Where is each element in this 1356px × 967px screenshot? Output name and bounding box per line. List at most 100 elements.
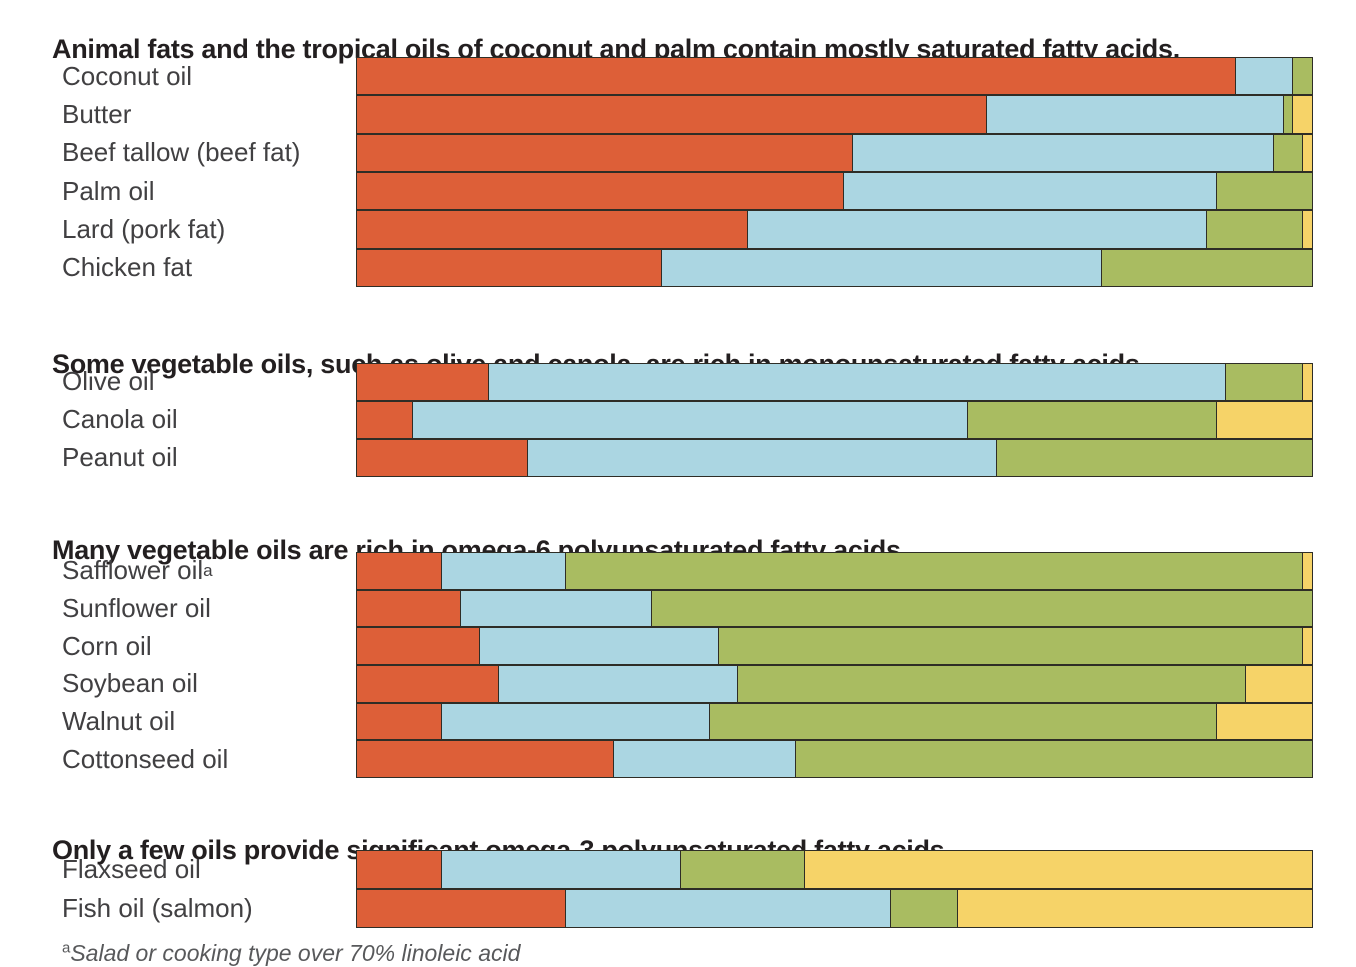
- segment-monounsaturated: [478, 627, 720, 665]
- row-label: Lard (pork fat): [62, 213, 226, 244]
- segment-omega6: [1225, 363, 1304, 401]
- segment-monounsaturated: [498, 665, 739, 703]
- segment-omega3: [1301, 133, 1313, 172]
- segment-omega3: [1301, 363, 1313, 401]
- row-label: Coconut oil: [62, 60, 193, 91]
- bar-row: Beef tallow (beef fat): [0, 133, 1356, 172]
- segment-omega3: [1215, 702, 1313, 741]
- bar-row: Canola oil: [0, 400, 1356, 439]
- segment-omega3: [1301, 552, 1313, 590]
- chart-omega6-oils: Safflower oil a Sunflower oil Corn oil Soybe…: [0, 552, 1356, 778]
- segment-monounsaturated: [852, 133, 1275, 172]
- stacked-bar: [356, 363, 1313, 401]
- segment-omega6: [708, 702, 1218, 741]
- bar-row: Coconut oil: [0, 57, 1356, 96]
- segment-saturated: [356, 210, 749, 249]
- stacked-bar: [356, 400, 1313, 439]
- segment-saturated: [356, 665, 500, 703]
- segment-omega6: [565, 552, 1304, 590]
- row-label: Fish oil (salmon): [62, 893, 253, 923]
- segment-omega3: [1292, 95, 1313, 134]
- segment-omega3: [957, 889, 1313, 928]
- segment-omega6: [651, 589, 1313, 628]
- stacked-bar: [356, 248, 1313, 287]
- bar-row: Peanut oil: [0, 438, 1356, 477]
- segment-saturated: [356, 57, 1237, 96]
- segment-monounsaturated: [565, 889, 892, 928]
- segment-saturated: [356, 172, 845, 211]
- segment-omega3: [1301, 210, 1313, 249]
- segment-omega3: [1301, 627, 1313, 665]
- segment-saturated: [356, 363, 490, 401]
- row-label: Sunflower oil: [62, 592, 211, 623]
- chart-saturated-fats: Coconut oil Butter Beef tallow (beef fat) P…: [0, 57, 1356, 287]
- row-label: Cottonseed oil: [62, 743, 229, 774]
- segment-omega3: [1244, 665, 1313, 703]
- segment-omega6: [966, 400, 1218, 439]
- segment-monounsaturated: [440, 702, 711, 741]
- bar-row: Lard (pork fat): [0, 210, 1356, 249]
- segment-monounsaturated: [488, 363, 1227, 401]
- segment-saturated: [356, 702, 443, 741]
- chart-monounsaturated-oils: Olive oil Canola oil Peanut oil: [0, 363, 1356, 477]
- segment-saturated: [356, 95, 988, 134]
- segment-omega6: [1292, 57, 1313, 96]
- segment-omega6: [995, 438, 1313, 477]
- segment-omega6: [794, 740, 1313, 778]
- stacked-bar: [356, 665, 1313, 703]
- segment-omega3: [1215, 400, 1313, 439]
- segment-saturated: [356, 627, 481, 665]
- row-label: Beef tallow (beef fat): [62, 137, 301, 168]
- stacked-bar: [356, 850, 1313, 889]
- stacked-bar: [356, 627, 1313, 665]
- row-label: Chicken fat: [62, 252, 193, 283]
- stacked-bar: [356, 95, 1313, 134]
- segment-omega6: [890, 889, 959, 928]
- segment-saturated: [356, 400, 414, 439]
- bar-row: Chicken fat: [0, 248, 1356, 287]
- segment-omega6: [1206, 210, 1304, 249]
- segment-saturated: [356, 133, 854, 172]
- segment-monounsaturated: [842, 172, 1218, 211]
- row-label: Safflower oil a: [62, 555, 213, 586]
- segment-omega6: [718, 627, 1304, 665]
- segment-monounsaturated: [986, 95, 1285, 134]
- stacked-bar: [356, 210, 1313, 249]
- row-label: Canola oil: [62, 404, 178, 435]
- segment-omega6: [1215, 172, 1313, 211]
- footnote-text: Salad or cooking type over 70% linoleic …: [70, 940, 521, 966]
- segment-monounsaturated: [526, 438, 998, 477]
- stacked-bar: [356, 172, 1313, 211]
- row-label: Butter: [62, 98, 132, 129]
- segment-saturated: [356, 552, 443, 590]
- segment-saturated: [356, 889, 567, 928]
- row-label: Soybean oil: [62, 668, 198, 699]
- footnote-marker: a: [62, 939, 71, 957]
- segment-saturated: [356, 850, 443, 889]
- stacked-bar: [356, 57, 1313, 96]
- stacked-bar: [356, 438, 1313, 477]
- bar-row: Flaxseed oil: [0, 850, 1356, 889]
- bar-row: Soybean oil: [0, 665, 1356, 703]
- footnote: aSalad or cooking type over 70% linoleic…: [62, 940, 520, 967]
- stacked-bar: [356, 702, 1313, 741]
- segment-saturated: [356, 740, 615, 778]
- segment-monounsaturated: [746, 210, 1208, 249]
- bar-row: Sunflower oil: [0, 589, 1356, 628]
- row-label: Walnut oil: [62, 705, 176, 736]
- segment-saturated: [356, 248, 663, 287]
- row-label: Flaxseed oil: [62, 854, 201, 884]
- row-label: Peanut oil: [62, 442, 178, 473]
- segment-saturated: [356, 438, 529, 477]
- chart-omega3-oils: Flaxseed oil Fish oil (salmon): [0, 850, 1356, 928]
- segment-omega3: [804, 850, 1313, 889]
- bar-row: Cottonseed oil: [0, 740, 1356, 778]
- bar-row: Fish oil (salmon): [0, 889, 1356, 928]
- bar-row: Palm oil: [0, 172, 1356, 211]
- row-label: Corn oil: [62, 630, 152, 661]
- segment-omega6: [1100, 248, 1313, 287]
- stacked-bar: [356, 552, 1313, 590]
- segment-omega6: [737, 665, 1246, 703]
- row-label: Olive oil: [62, 366, 155, 397]
- segment-monounsaturated: [660, 248, 1103, 287]
